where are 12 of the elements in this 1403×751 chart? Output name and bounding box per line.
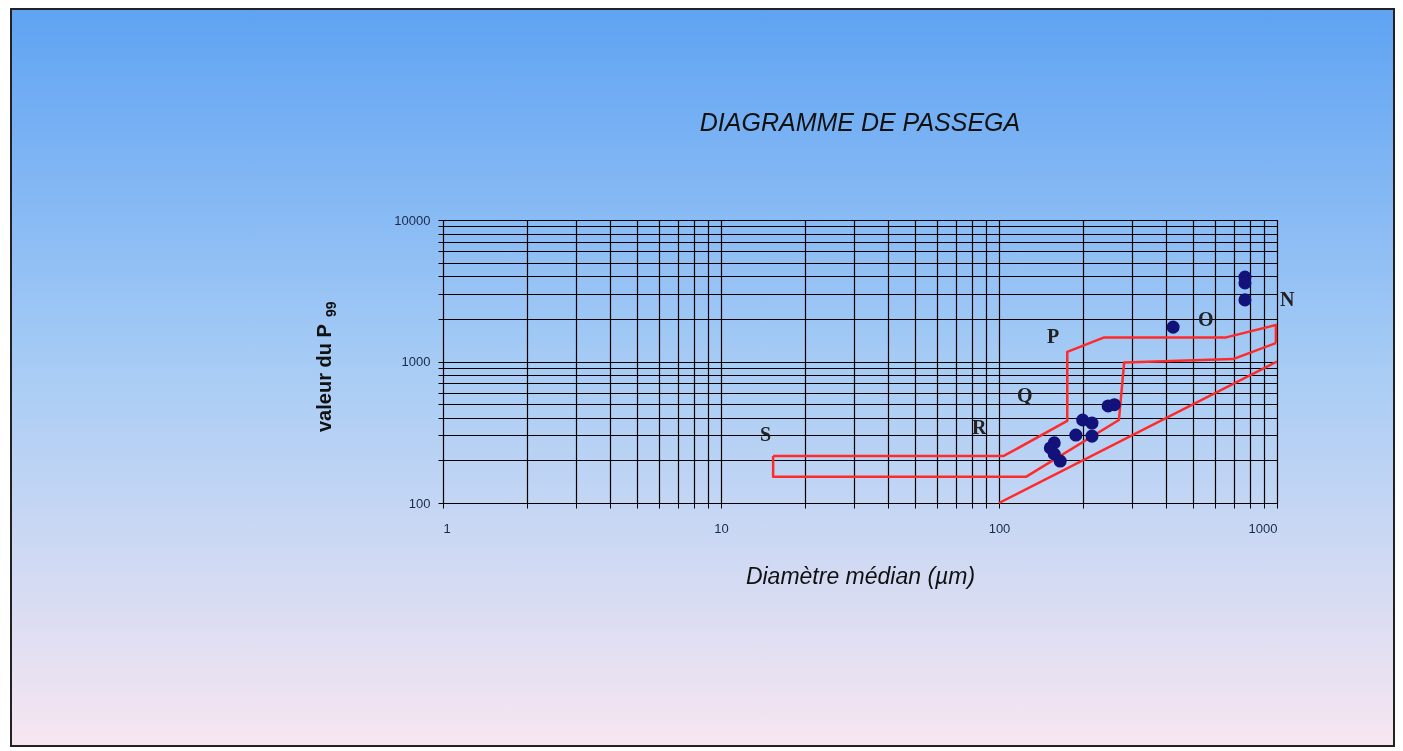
x-tick-label: 100 <box>988 520 1011 536</box>
x-tick-label: 10 <box>714 520 729 536</box>
annotation: P <box>1047 325 1060 347</box>
chart-title: DIAGRAMME DE PASSEGA <box>699 108 1021 136</box>
text: N <box>1280 288 1295 310</box>
y-tick-label: 1000 <box>401 354 431 369</box>
x-tick-label: 1 <box>443 520 451 536</box>
y-axis-title: valeur du P99 <box>313 301 339 432</box>
y-tick-label: 10000 <box>394 212 431 228</box>
x-axis-title: Diamètre médian (µm) <box>745 562 976 589</box>
y-tick-label: 100 <box>408 495 431 511</box>
x-tick-label: 1000 <box>1248 520 1278 536</box>
